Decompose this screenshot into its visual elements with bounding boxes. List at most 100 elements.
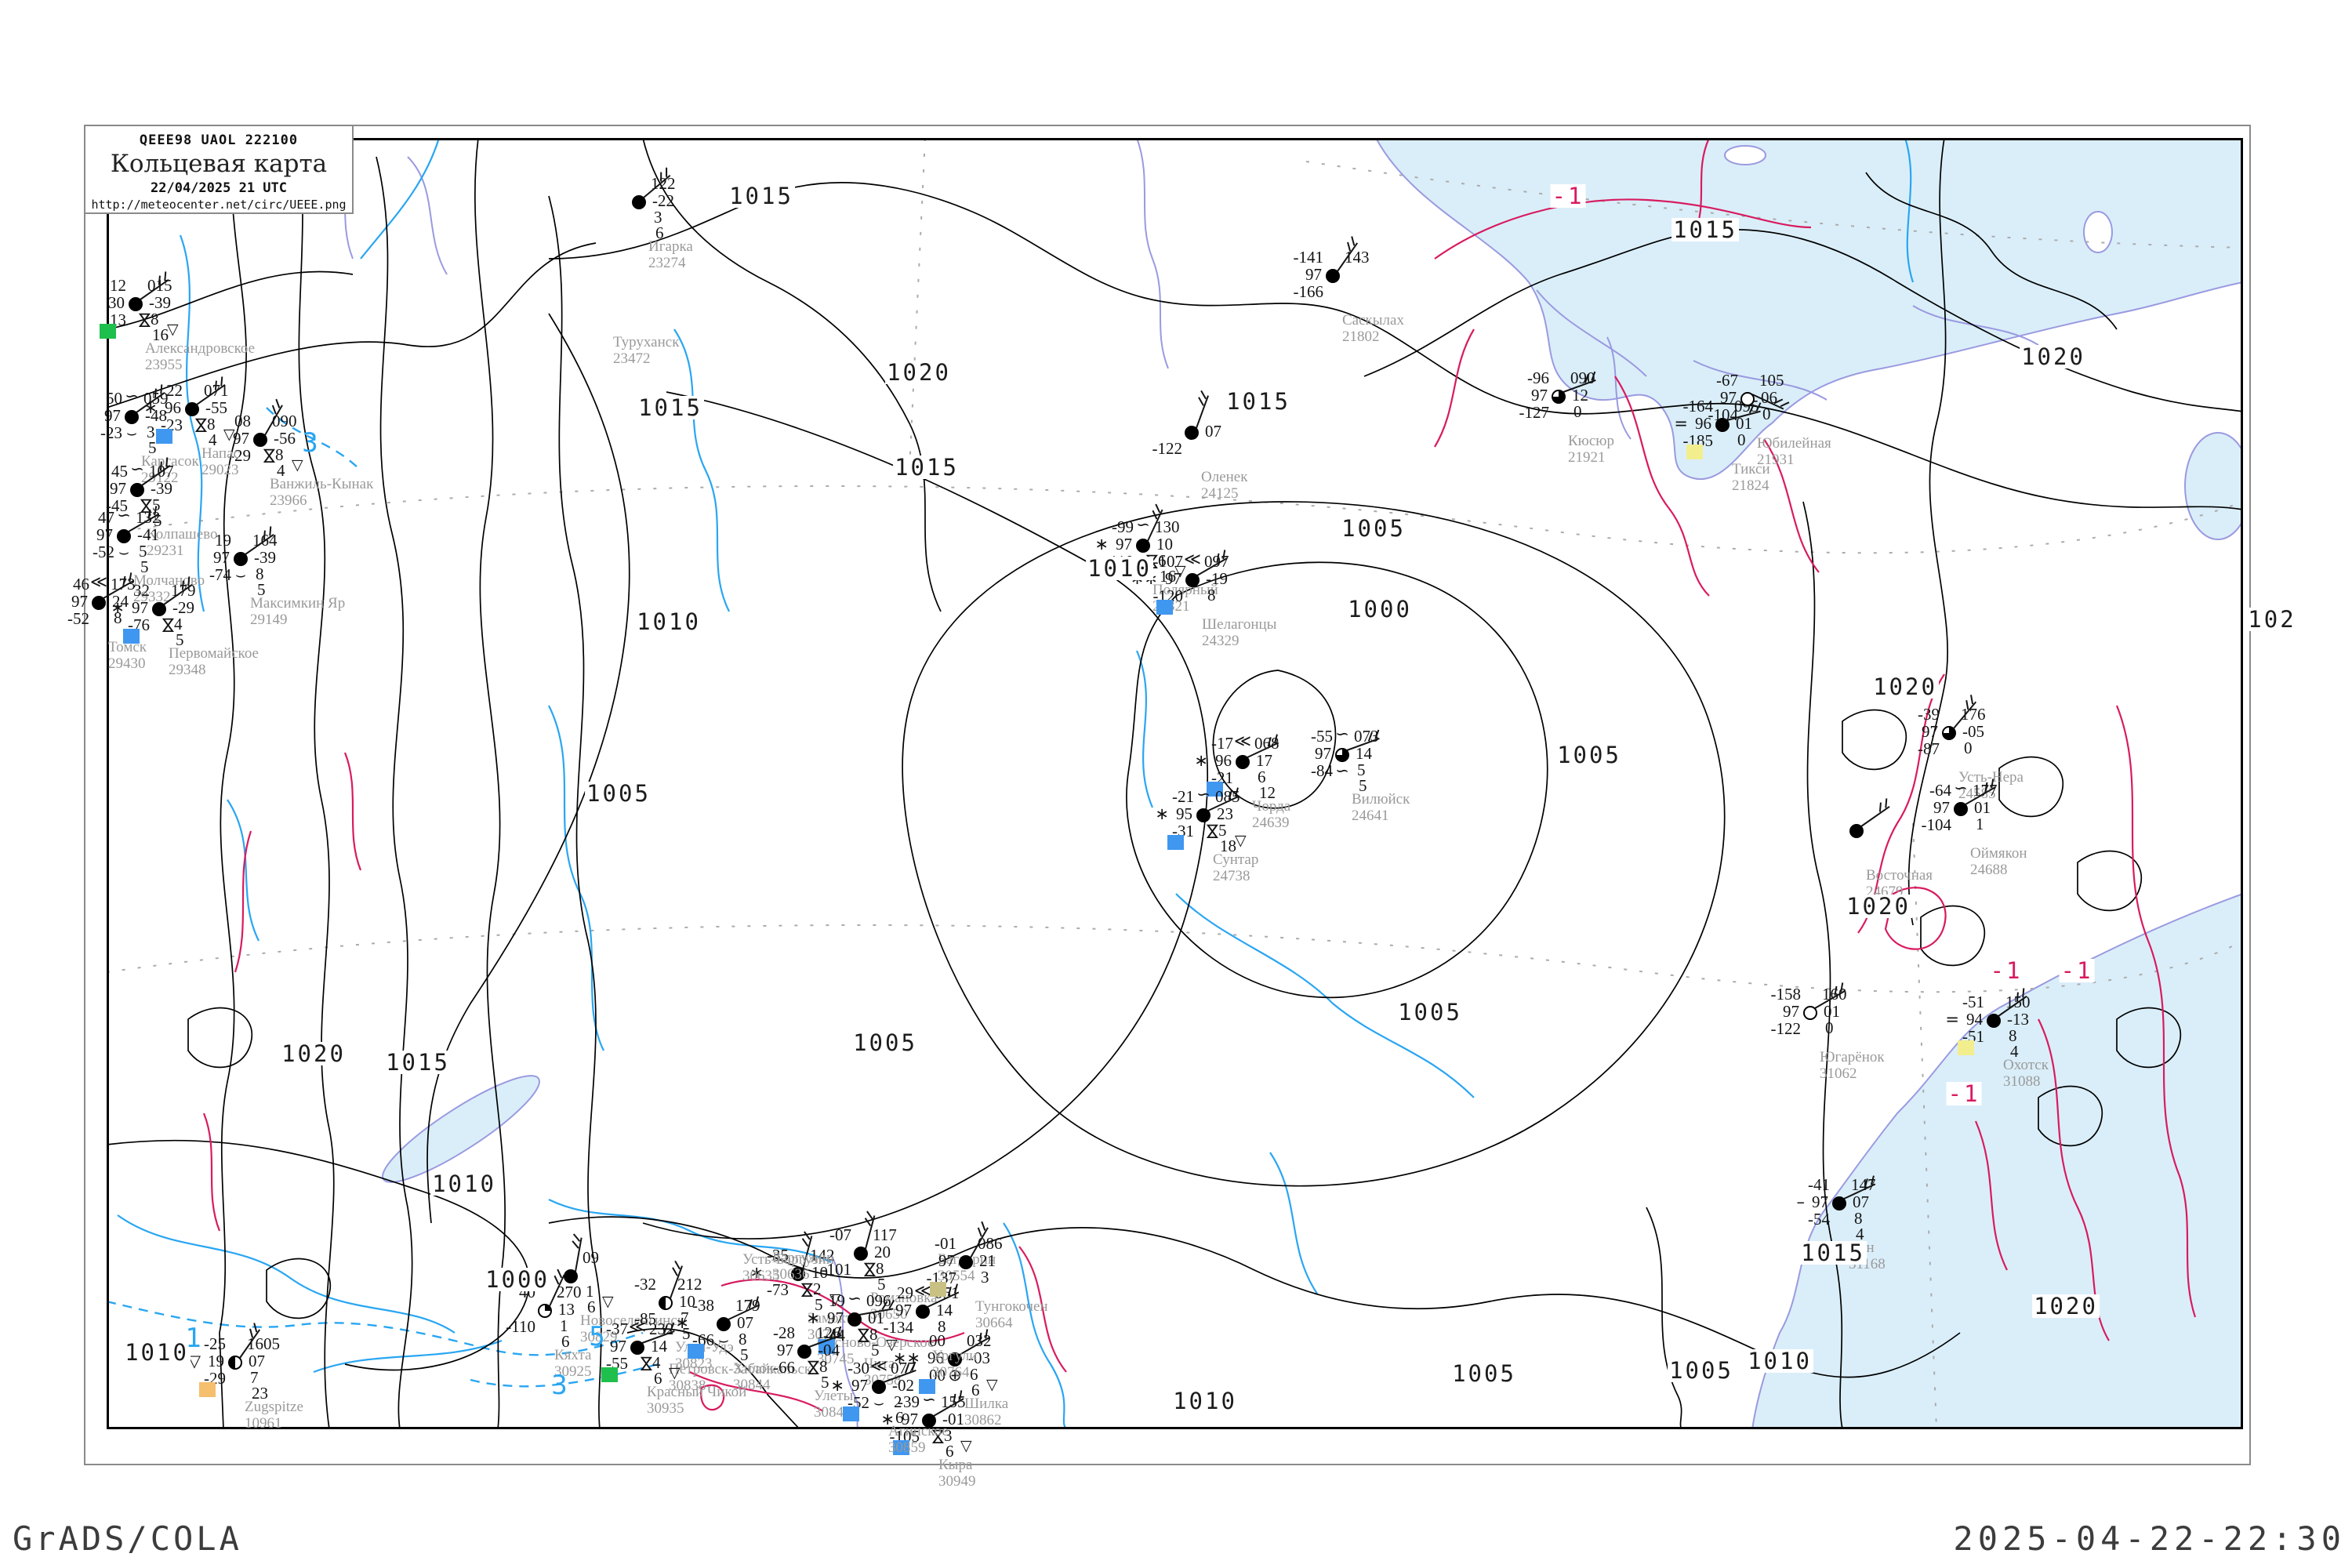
cloud-cover-icon — [234, 552, 248, 566]
station-temperature: 19 — [215, 531, 231, 550]
station-pressure: 212 — [677, 1275, 702, 1294]
cloud-type-icon: ∽ — [1335, 724, 1349, 743]
cloud-cover-icon — [848, 1312, 862, 1327]
station-name: Кяхта 30925 — [554, 1347, 592, 1380]
station-dewpoint: -104 — [1921, 815, 1952, 834]
shower-triangle-icon: ▽ — [1235, 832, 1247, 849]
station-weather-code: 7 — [250, 1368, 259, 1387]
station-weather-code: 6 — [1258, 768, 1266, 786]
cloud-cover-icon — [659, 1296, 673, 1310]
station-name: Тунгокочен 30664 — [975, 1298, 1048, 1331]
station-dewpoint: -104 — [1708, 405, 1739, 424]
cloud-cover-icon — [1942, 726, 1956, 740]
station-temperature: -01 — [935, 1234, 956, 1253]
station-humidity: 95 — [1176, 804, 1192, 823]
station-pressure: 086 — [978, 1234, 1003, 1253]
cloud-cover-icon — [117, 529, 131, 543]
station-temperature: -39 — [898, 1392, 920, 1411]
cloud-cover-icon — [1196, 808, 1210, 822]
station-weather-code: 8 — [275, 445, 284, 464]
station-dewpoint: -127 — [1519, 403, 1550, 422]
station-pressure-tendency: 06 — [1761, 388, 1777, 407]
cyan-isoline-label: 1 — [185, 1323, 204, 1354]
station-temperature: -38 — [692, 1296, 714, 1315]
station-status-square-icon — [688, 1344, 704, 1359]
station-name: Ургули 30764 — [932, 1348, 978, 1381]
shower-triangle-icon: ▽ — [986, 1376, 998, 1393]
station-weather-code: 8 — [938, 1317, 946, 1336]
station-humidity: 96 — [165, 398, 181, 417]
cloud-type-icon: ∽ — [848, 1289, 862, 1308]
station-humidity: 97 — [110, 479, 126, 498]
isobar-label: 1015 — [637, 394, 704, 421]
cloud-cover-icon — [253, 433, 267, 447]
station-humidity: 19 — [208, 1352, 224, 1370]
station-status-square-icon — [1156, 600, 1173, 615]
isobar-label: 1020 — [1845, 893, 1912, 920]
station-status-square-icon — [123, 629, 140, 644]
shower-triangle-icon: ▽ — [223, 426, 235, 443]
station-temperature: 46 — [73, 575, 89, 593]
station-pressure: 090 — [272, 412, 297, 430]
station-dewpoint: -85 — [634, 1309, 656, 1328]
station-pressure-tendency: 23 — [1217, 804, 1233, 823]
station-name: Кюсюр 21921 — [1568, 433, 1614, 466]
station-temperature: 32 — [133, 581, 150, 600]
station-pressure: 105 — [1759, 371, 1784, 390]
station-humidity: 97 — [96, 525, 113, 544]
station-name: Улеты 30846 — [814, 1388, 854, 1421]
shower-triangle-icon: ▽ — [669, 1364, 681, 1381]
station-temperature: 08 — [234, 412, 251, 430]
isobar-label: 1010 — [1171, 1388, 1239, 1414]
station-weather-code: 5 — [1357, 760, 1366, 779]
station-weather-code: 8 — [876, 1259, 884, 1278]
station-pressure-tendency: -39 — [254, 548, 276, 567]
isotherm-label: -1 — [1988, 957, 2024, 984]
isobar-label: 1010 — [635, 608, 702, 635]
station-weather-code: 4 — [652, 1353, 661, 1372]
hourglass-icon: ⋈ — [134, 311, 154, 329]
station-weather-code: 0 — [1737, 430, 1746, 449]
cyan-isolines — [107, 407, 659, 1388]
station-weather-code-2: 5 — [154, 511, 162, 530]
station-name: Александровское 23955 — [145, 340, 256, 373]
hourglass-icon: ⋈ — [636, 1355, 656, 1373]
station-weather-code: 8 — [256, 564, 264, 583]
weather-symbol-icon: = — [1674, 414, 1688, 433]
station-dewpoint: -73 — [767, 1280, 789, 1299]
cloud-cover-icon — [185, 402, 199, 416]
station-weather-code-2: 5 — [257, 580, 266, 599]
station-temperature: -28 — [773, 1323, 795, 1342]
shower-triangle-icon: ▽ — [602, 1293, 614, 1310]
station-pressure: 150 — [2005, 993, 2031, 1011]
station-dewpoint: -45 — [106, 496, 128, 515]
render-timestamp: 2025-04-22-22:30 — [1953, 1519, 2346, 1558]
source-url[interactable]: http://meteocenter.net/circ/UEEE.png — [91, 198, 347, 212]
station-name: Усть-Баргузин 30635 — [742, 1251, 834, 1284]
station-pressure-tendency: 01 — [1824, 1002, 1840, 1021]
station-weather-code-2: 23 — [252, 1384, 268, 1403]
station-pressure-tendency: 20 — [874, 1243, 891, 1261]
station-weather-code: 8 — [869, 1325, 878, 1344]
station-weather-code: 4 — [174, 615, 183, 633]
station-dewpoint: -54 — [1808, 1210, 1830, 1229]
station-pressure: 097 — [1204, 552, 1229, 571]
station-temperature: -99 — [1112, 517, 1134, 536]
isobar-label: 1015 — [1671, 216, 1739, 243]
station-dewpoint: -122 — [1152, 439, 1183, 458]
station-humidity: 97 — [233, 429, 249, 448]
low-cloud-symbol-icon: ⌣ — [126, 423, 137, 442]
station-pressure: 117 — [873, 1225, 897, 1244]
arctic-sea — [1374, 138, 2243, 481]
station-humidity: 97 — [213, 548, 230, 567]
station-pressure-tendency: 14 — [1356, 744, 1372, 763]
station-humidity: 96 — [1695, 414, 1711, 433]
station-pressure: 155 — [941, 1392, 966, 1411]
station-status-square-icon — [100, 324, 116, 339]
cloud-type-icon: ≪ — [1234, 731, 1251, 750]
isobar-label: 1020 — [885, 359, 953, 386]
station-humidity: 97 — [1305, 265, 1322, 284]
station-pressure: 176 — [1961, 705, 1986, 724]
isobar-label: 1020 — [2032, 1293, 2100, 1319]
isobar-label: 1010 — [1086, 555, 1153, 582]
